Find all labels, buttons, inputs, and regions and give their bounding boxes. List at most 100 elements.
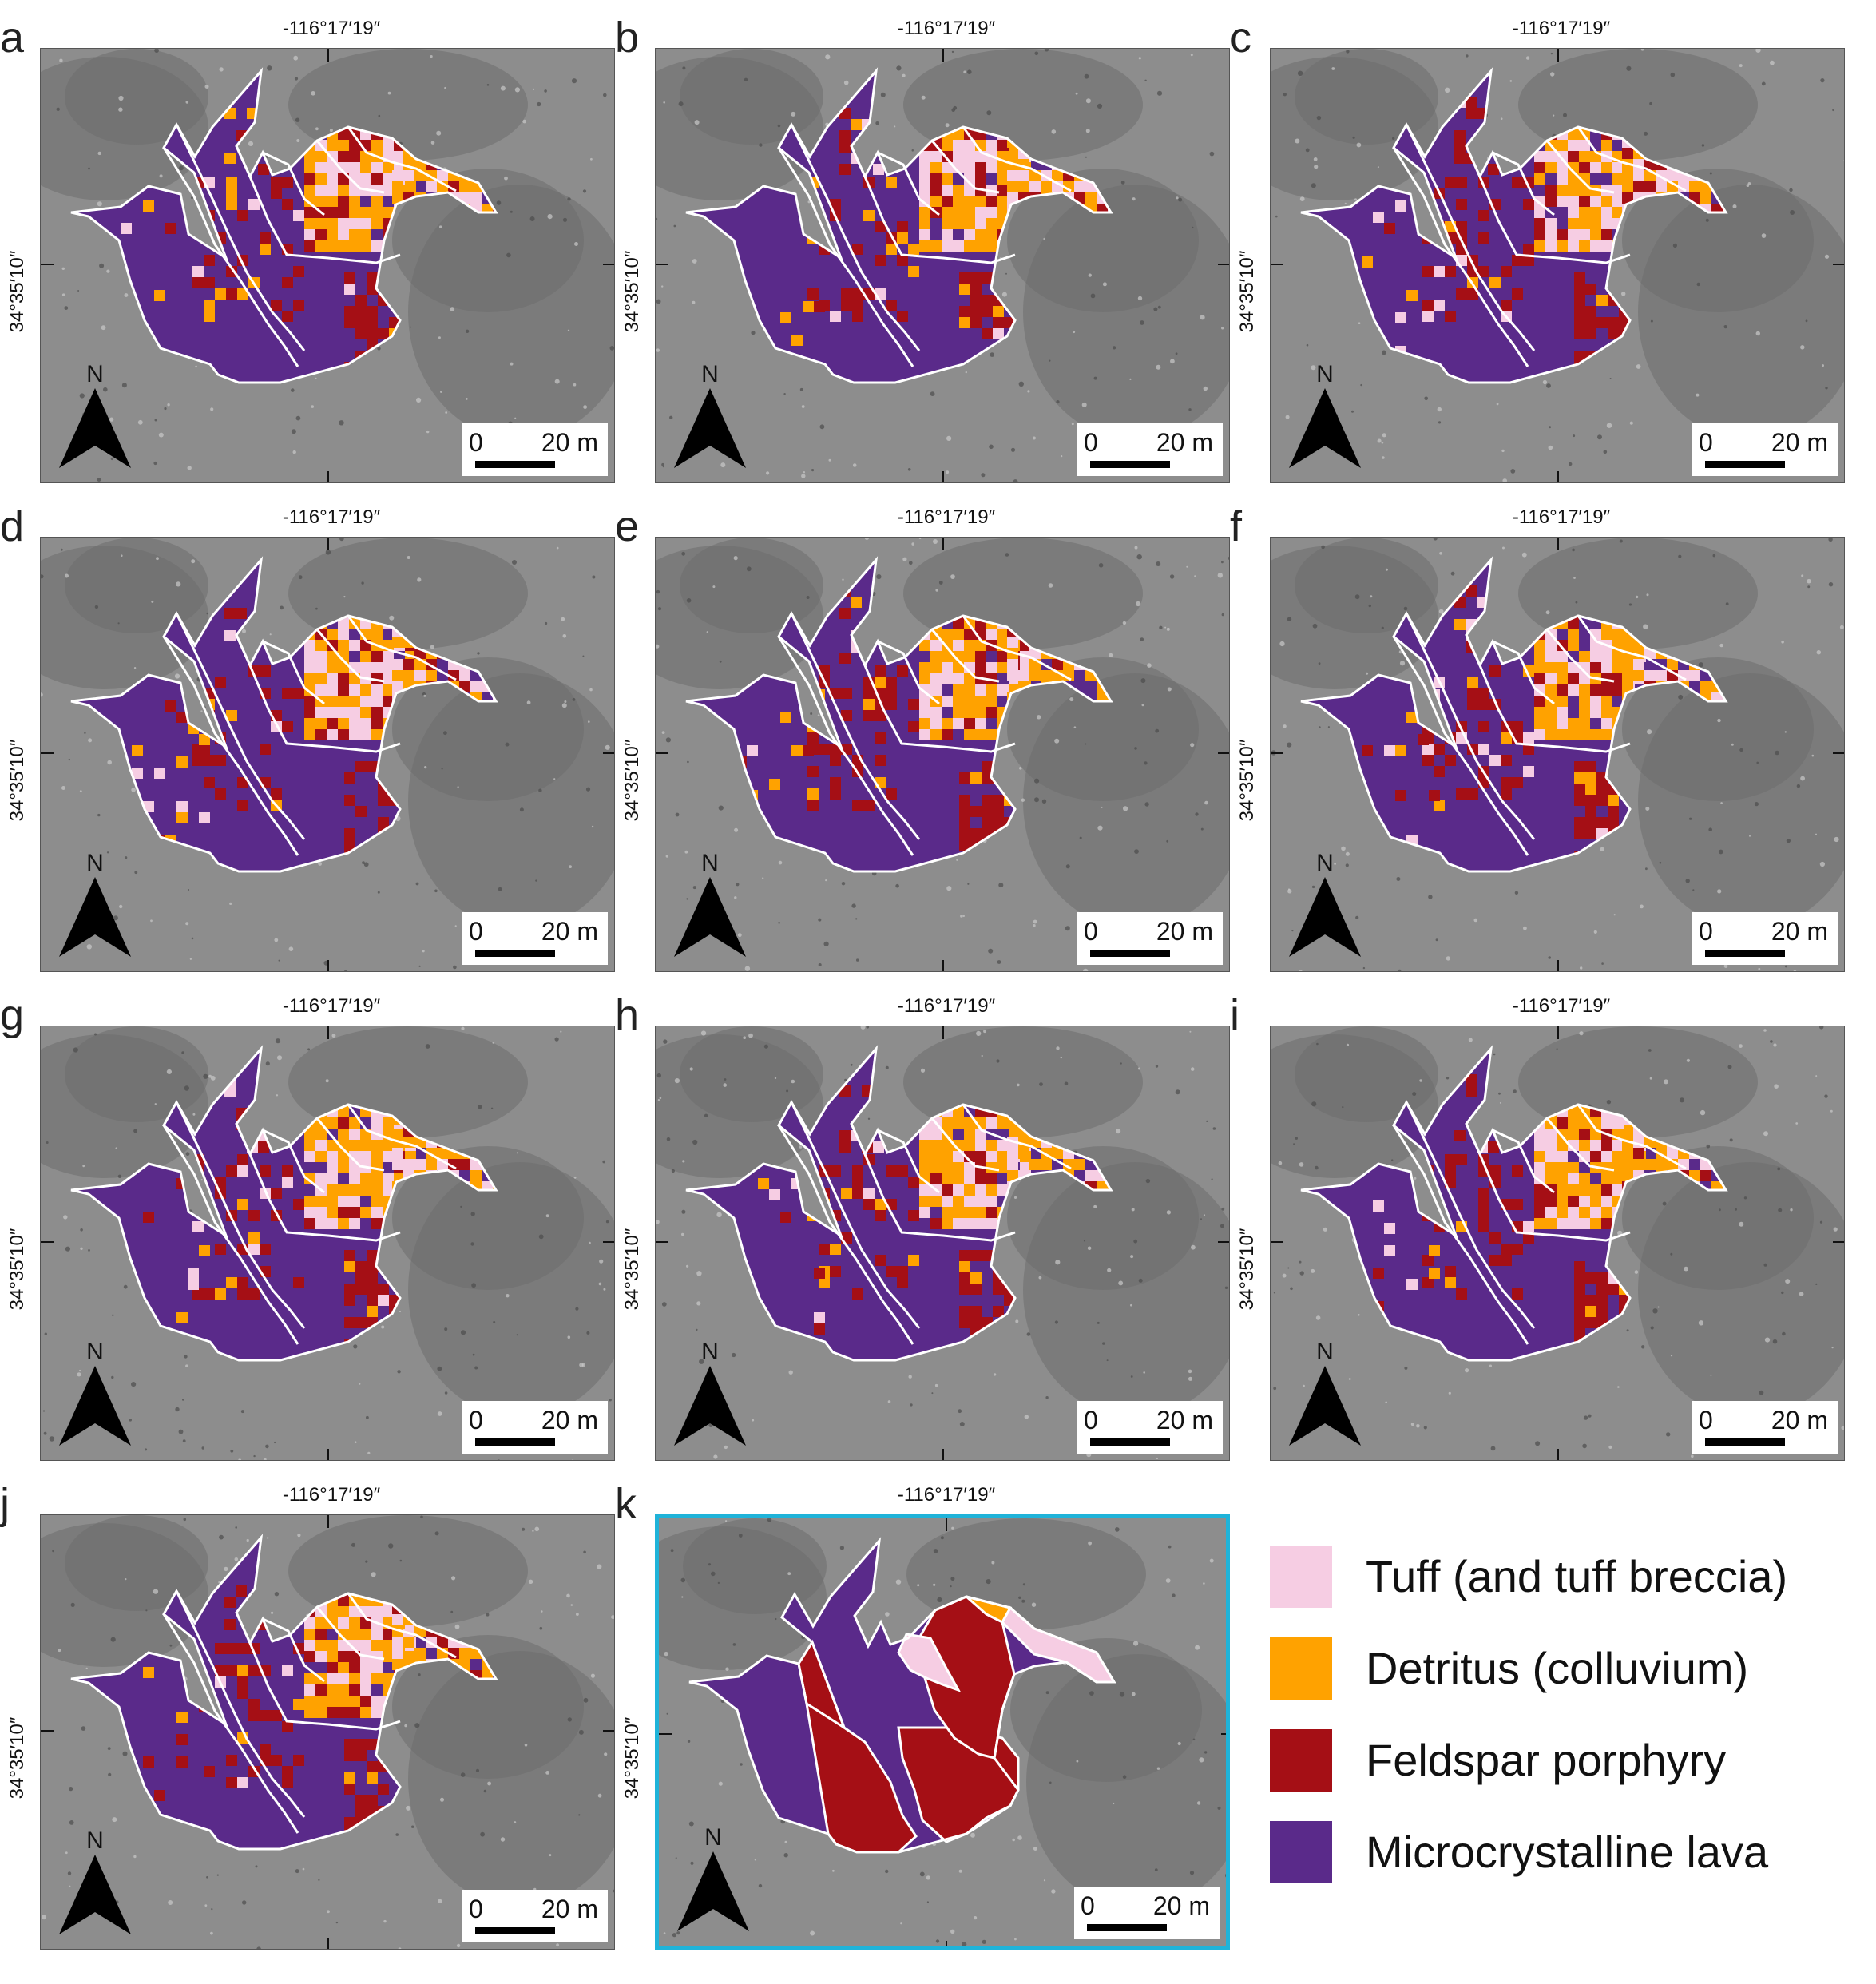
classified-pixel [1585, 284, 1596, 295]
classified-pixel [1489, 665, 1501, 677]
relief-speck [1060, 1056, 1062, 1059]
relief-speck [599, 1259, 604, 1264]
classified-pixel [367, 272, 378, 284]
classified-pixel [392, 1614, 403, 1625]
classified-pixel [959, 306, 970, 317]
relief-speck [692, 259, 697, 264]
relief-speck [1774, 1084, 1779, 1089]
relief-speck [933, 1549, 938, 1553]
relief-speck [778, 922, 780, 924]
relief-speck [1120, 1062, 1122, 1065]
relief-speck [437, 1366, 442, 1371]
relief-speck [1291, 930, 1294, 932]
classified-pixel [378, 795, 389, 806]
panel-letter: k [615, 1480, 637, 1528]
relief-speck [926, 1901, 929, 1903]
relief-speck [963, 70, 966, 74]
classified-pixel [959, 817, 970, 828]
classified-pixel [986, 1117, 997, 1129]
classified-pixel [852, 1188, 863, 1199]
relief-speck [1727, 1065, 1732, 1069]
relief-speck [1144, 761, 1148, 765]
classified-pixel [383, 173, 394, 185]
relief-speck [686, 598, 692, 603]
classified-pixel [986, 729, 997, 740]
classified-pixel [226, 199, 237, 210]
classified-pixel [1007, 181, 1018, 192]
classified-pixel [1612, 662, 1624, 673]
relief-speck [752, 1419, 755, 1422]
relief-speck [699, 1359, 704, 1364]
relief-speck [591, 825, 594, 828]
classified-pixel [1534, 173, 1545, 185]
relief-speck [603, 1288, 606, 1291]
classified-pixel [1574, 328, 1585, 339]
classified-pixel [188, 1268, 199, 1279]
classified-pixel [942, 673, 953, 684]
classified-pixel [367, 1250, 378, 1261]
relief-speck [343, 970, 347, 971]
classified-pixel [1545, 240, 1557, 252]
north-arrow-shape [674, 388, 746, 468]
classified-pixel [1534, 1151, 1545, 1162]
scale-bar: 0 20 m [1692, 1401, 1838, 1454]
classified-pixel [1585, 328, 1596, 339]
unit-boundary-line [790, 1101, 921, 1329]
unit-boundary-line [175, 1101, 306, 1329]
relief-speck [49, 1436, 55, 1442]
relief-hill [1295, 49, 1438, 145]
classified-pixel [304, 1707, 315, 1718]
relief-speck [1634, 1270, 1639, 1274]
north-arrow-shape [59, 877, 131, 957]
classified-pixel [1362, 745, 1373, 756]
classified-pixel [930, 162, 942, 173]
relief-speck [1473, 918, 1478, 923]
classified-pixel [1454, 130, 1466, 141]
classified-pixel [975, 173, 986, 185]
relief-speck [1133, 1641, 1139, 1646]
relief-speck [696, 1328, 698, 1331]
relief-speck [712, 585, 716, 589]
relief-speck [656, 299, 661, 304]
classified-pixel [154, 768, 165, 779]
relief-speck [895, 1579, 902, 1585]
relief-speck [65, 1851, 68, 1855]
relief-speck [439, 225, 442, 228]
relief-speck [711, 1571, 716, 1577]
relief-speck [597, 1793, 602, 1798]
classified-pixel [897, 665, 908, 677]
classified-pixel [1467, 699, 1478, 710]
classified-pixel [1512, 177, 1523, 188]
classified-pixel [1608, 806, 1619, 817]
classified-pixel [349, 1196, 360, 1207]
classified-pixel [1545, 1129, 1557, 1140]
relief-speck [278, 959, 280, 962]
classified-pixel [975, 662, 986, 673]
classified-pixel [852, 1288, 863, 1300]
relief-speck [919, 1871, 925, 1877]
relief-speck [195, 365, 197, 368]
relief-speck [1763, 1029, 1767, 1032]
classified-pixel [942, 696, 953, 707]
classified-pixel [1534, 207, 1545, 218]
unit-boundary-line [1492, 1129, 1555, 1194]
relief-speck [1295, 138, 1300, 144]
relief-speck [388, 1543, 394, 1549]
relief-speck [950, 1585, 952, 1588]
classified-pixel [360, 1629, 371, 1640]
classified-pixel [1523, 199, 1534, 210]
north-label: N [86, 1827, 104, 1854]
relief-speck [588, 720, 590, 723]
relief-speck [1839, 625, 1844, 629]
classified-pixel [851, 119, 862, 130]
relief-speck [725, 1667, 729, 1671]
map-graphic [656, 1026, 1229, 1460]
legend-item-lava: Microcrystalline lava [1270, 1821, 1861, 1885]
relief-speck [1617, 1386, 1620, 1388]
unit-boundary-line [175, 1590, 306, 1818]
relief-speck [996, 1059, 1000, 1063]
classified-pixel [378, 1784, 389, 1795]
relief-speck [1345, 851, 1350, 856]
relief-speck [860, 1026, 866, 1030]
relief-speck [1466, 54, 1469, 58]
